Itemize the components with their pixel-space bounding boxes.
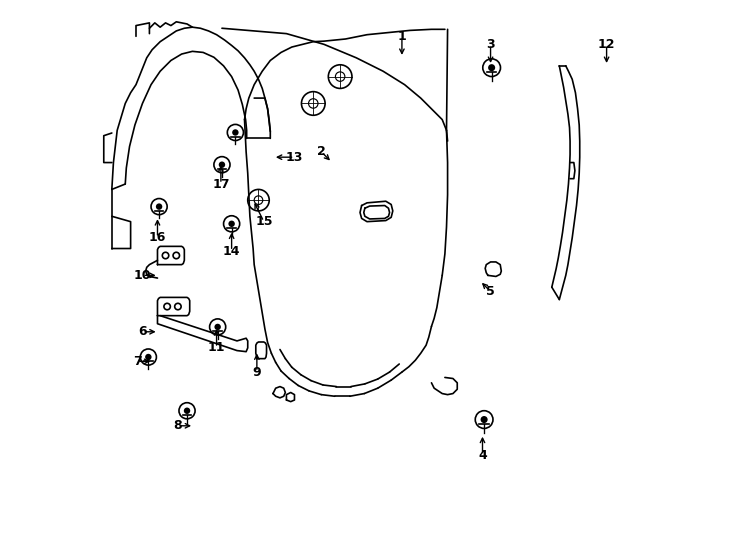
Circle shape (145, 354, 152, 360)
Circle shape (481, 416, 487, 423)
Circle shape (184, 408, 190, 414)
Text: 15: 15 (255, 215, 272, 228)
Text: 9: 9 (252, 366, 261, 379)
Text: 1: 1 (398, 30, 407, 43)
Text: 12: 12 (598, 38, 615, 51)
Text: 10: 10 (134, 269, 151, 282)
Circle shape (232, 129, 239, 136)
Circle shape (214, 323, 221, 330)
Text: 17: 17 (212, 178, 230, 191)
Text: 16: 16 (149, 231, 166, 244)
Text: 8: 8 (173, 419, 182, 433)
Text: 2: 2 (317, 145, 326, 158)
Text: 13: 13 (286, 151, 303, 164)
Text: 4: 4 (478, 449, 487, 462)
Text: 6: 6 (138, 325, 147, 338)
Text: 11: 11 (208, 341, 225, 354)
Circle shape (228, 220, 235, 227)
Text: 14: 14 (223, 245, 240, 258)
Text: 3: 3 (486, 38, 495, 51)
Circle shape (219, 161, 225, 168)
Text: 5: 5 (486, 285, 495, 298)
Circle shape (488, 64, 495, 71)
Text: 7: 7 (133, 355, 142, 368)
Circle shape (156, 204, 162, 210)
